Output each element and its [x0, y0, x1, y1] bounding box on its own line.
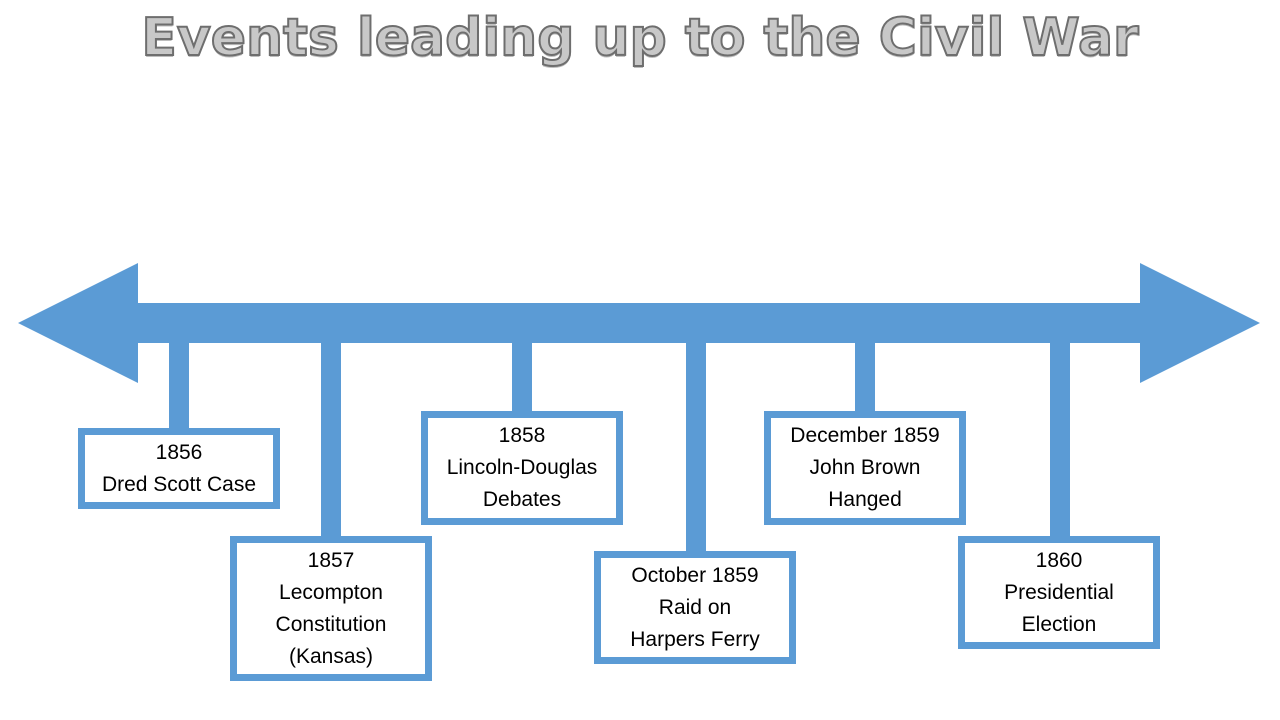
- event-box-1856: 1856 Dred Scott Case: [78, 428, 280, 509]
- event-date: 1858: [498, 424, 546, 447]
- event-date: October 1859: [631, 563, 759, 587]
- event-label-line: Hanged: [828, 488, 902, 511]
- event-label-line: Debates: [482, 488, 562, 511]
- event-label-line: Lincoln-Douglas: [446, 456, 598, 479]
- event-label-line: Constitution: [275, 612, 387, 636]
- event-label-line: Presidential: [1004, 580, 1114, 604]
- event-box-dec-1859: December 1859 John Brown Hanged: [764, 411, 966, 525]
- connector-1860: [1050, 340, 1070, 540]
- connector-oct-1859: [686, 340, 706, 555]
- event-label-line: Harpers Ferry: [630, 627, 760, 651]
- connector-dec-1859: [855, 340, 875, 415]
- event-label-line: Lecompton: [279, 580, 383, 604]
- event-date: 1857: [307, 548, 355, 572]
- timeline-arrow: [18, 263, 1260, 383]
- event-label-line: Dred Scott Case: [101, 472, 257, 496]
- event-date: 1860: [1035, 548, 1083, 572]
- event-date: 1856: [155, 440, 203, 464]
- event-box-1858: 1858 Lincoln-Douglas Debates: [421, 411, 623, 525]
- event-box-1860: 1860 Presidential Election: [958, 536, 1160, 649]
- connector-1856: [169, 340, 189, 432]
- event-box-1857: 1857 Lecompton Constitution (Kansas): [230, 536, 432, 681]
- event-label-line: Election: [1021, 612, 1097, 636]
- event-date: December 1859: [790, 424, 940, 447]
- page-title: Events leading up to the Civil War: [140, 7, 1139, 69]
- event-label-line: John Brown: [809, 456, 921, 479]
- event-label-line: (Kansas): [288, 644, 374, 668]
- connector-1857: [321, 340, 341, 540]
- connector-1858: [512, 340, 532, 415]
- event-label-line: Raid on: [658, 595, 732, 619]
- event-box-oct-1859: October 1859 Raid on Harpers Ferry: [594, 551, 796, 664]
